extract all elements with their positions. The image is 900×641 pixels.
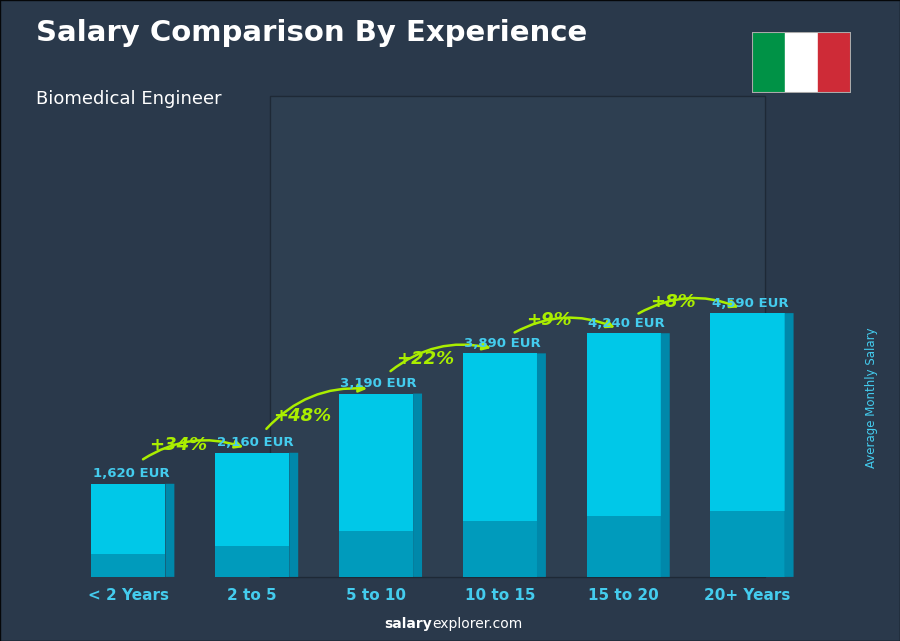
Text: 4,590 EUR: 4,590 EUR — [712, 297, 788, 310]
Polygon shape — [413, 394, 422, 577]
Bar — [91, 554, 166, 577]
Polygon shape — [166, 484, 175, 577]
Text: 3,890 EUR: 3,890 EUR — [464, 337, 541, 350]
Bar — [587, 333, 661, 577]
Bar — [338, 531, 413, 577]
Polygon shape — [661, 333, 670, 577]
Text: explorer.com: explorer.com — [432, 617, 522, 631]
Text: Salary Comparison By Experience: Salary Comparison By Experience — [36, 19, 587, 47]
Bar — [710, 313, 785, 577]
Polygon shape — [289, 453, 298, 577]
Text: +22%: +22% — [397, 350, 454, 368]
Text: 2,160 EUR: 2,160 EUR — [217, 437, 293, 449]
Text: +8%: +8% — [651, 294, 696, 312]
Text: +34%: +34% — [148, 436, 207, 454]
Text: salary: salary — [384, 617, 432, 631]
Bar — [338, 394, 413, 577]
Bar — [587, 516, 661, 577]
Text: +48%: +48% — [273, 407, 330, 425]
Text: +9%: +9% — [526, 312, 572, 329]
Bar — [215, 546, 289, 577]
Text: 1,620 EUR: 1,620 EUR — [93, 467, 169, 480]
Bar — [463, 521, 537, 577]
Polygon shape — [537, 353, 546, 577]
Bar — [752, 32, 785, 93]
Bar — [785, 32, 817, 93]
Bar — [463, 353, 537, 577]
Bar — [710, 511, 785, 577]
Bar — [817, 32, 850, 93]
Text: 3,190 EUR: 3,190 EUR — [340, 377, 417, 390]
Polygon shape — [785, 313, 794, 577]
Text: Biomedical Engineer: Biomedical Engineer — [36, 90, 221, 108]
Bar — [215, 453, 289, 577]
Text: 4,240 EUR: 4,240 EUR — [588, 317, 665, 329]
Bar — [91, 484, 166, 577]
Text: Average Monthly Salary: Average Monthly Salary — [865, 327, 878, 468]
